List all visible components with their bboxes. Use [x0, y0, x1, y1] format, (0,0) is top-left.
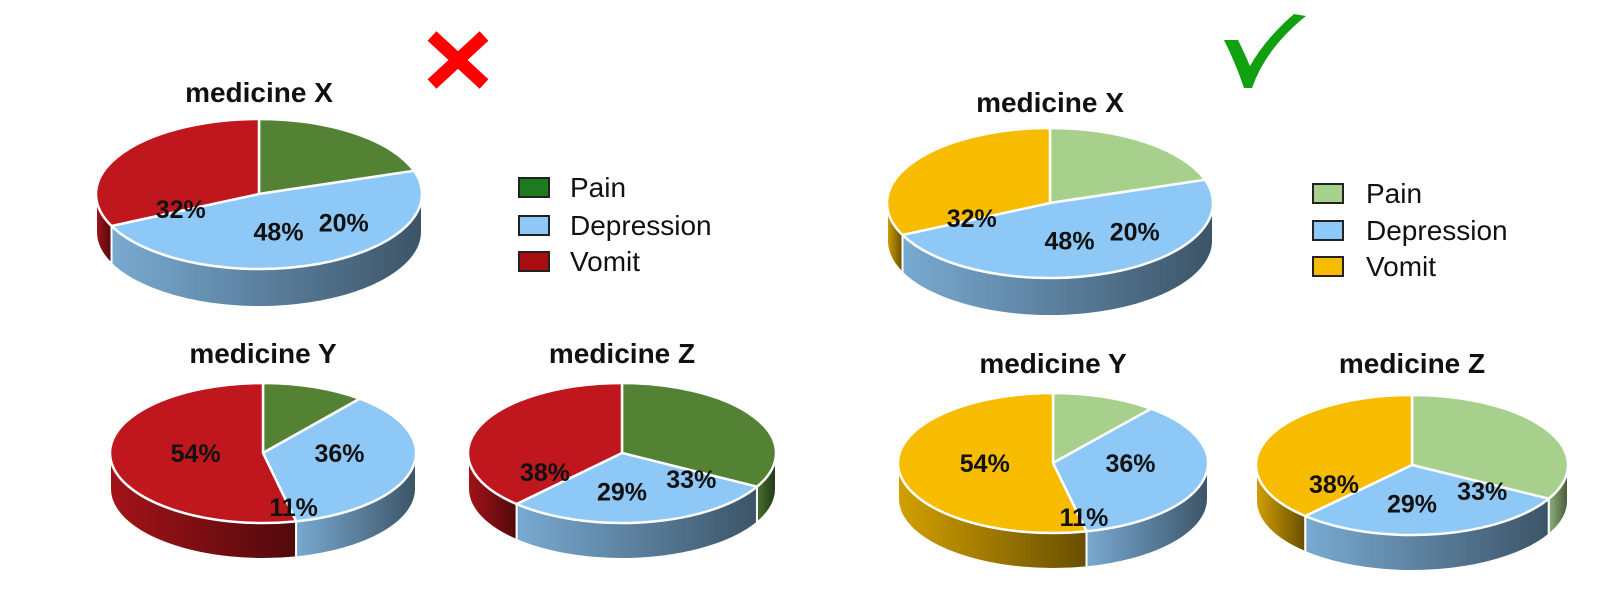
legend-label: Pain — [570, 172, 626, 203]
legend-swatch — [1312, 220, 1344, 241]
slice-label: 29% — [597, 479, 647, 507]
legend-label: Depression — [570, 210, 712, 241]
pie-slice — [896, 391, 1088, 535]
slice-label: 36% — [314, 440, 364, 468]
cross-icon — [427, 31, 489, 89]
pie-slice — [94, 117, 261, 228]
legend-label: Depression — [1366, 215, 1508, 246]
legend-swatch — [518, 177, 550, 198]
pie-slice — [1051, 391, 1153, 465]
legend-item-pain: Pain — [1312, 178, 1422, 209]
legend-swatch — [518, 215, 550, 236]
incorrect-mark — [427, 31, 489, 89]
slice-label: 32% — [156, 196, 206, 224]
legend-swatch — [1312, 183, 1344, 204]
slice-label: 54% — [171, 440, 221, 468]
legend-item-depression: Depression — [518, 210, 712, 241]
pie-slice — [620, 381, 778, 488]
pie-slice — [1254, 393, 1414, 518]
slice-label: 20% — [319, 210, 369, 238]
legend-item-depression: Depression — [1312, 215, 1508, 246]
pie-slice — [261, 397, 418, 523]
slice-label: 33% — [666, 466, 716, 494]
pie-slice — [901, 178, 1215, 280]
slice-label: 38% — [1309, 471, 1359, 499]
pie-chart: medicine X 20% 48% 32% — [885, 87, 1215, 317]
legend-good: Pain Depression Vomit — [1312, 178, 1508, 282]
pie-title: medicine Z — [549, 338, 695, 369]
pie-title: medicine Z — [1339, 348, 1485, 379]
pie-slice — [108, 381, 298, 525]
pie-slice — [1051, 407, 1210, 533]
slice-label: 29% — [1387, 491, 1437, 519]
pie-chart: medicine Z 33% 29% 38% — [466, 338, 778, 560]
legend-label: Vomit — [570, 246, 640, 277]
pie-slice — [885, 126, 1052, 237]
pie-chart: medicine Y 11% 36% 54% — [896, 348, 1210, 570]
legend-bad: Pain Depression Vomit — [518, 172, 712, 277]
slice-label: 20% — [1110, 219, 1160, 247]
legend-item-pain: Pain — [518, 172, 626, 203]
correct-mark — [1224, 14, 1306, 88]
slice-label: 48% — [1045, 228, 1095, 256]
pie-chart: medicine X 20% 48% 32% — [94, 77, 424, 308]
slice-label: 54% — [960, 450, 1010, 478]
pie-chart: medicine Z 33% 29% 38% — [1254, 348, 1570, 572]
check-icon — [1224, 14, 1306, 88]
pie-title: medicine X — [185, 77, 333, 108]
pie-slice — [1303, 463, 1550, 537]
slice-label: 32% — [947, 205, 997, 233]
slice-label: 36% — [1105, 450, 1155, 478]
legend-label: Vomit — [1366, 251, 1436, 282]
legend-swatch — [1312, 256, 1344, 277]
slice-label: 33% — [1457, 478, 1507, 506]
pie-slice — [257, 117, 416, 196]
legend-swatch — [518, 251, 550, 272]
pie-title: medicine Y — [979, 348, 1127, 379]
pie-title: medicine X — [976, 87, 1124, 118]
pie-slice — [1048, 126, 1207, 205]
pie-slice — [110, 169, 424, 271]
pie-slice — [261, 381, 361, 455]
legend-label: Pain — [1366, 178, 1422, 209]
pie-slice — [1410, 393, 1570, 500]
pie-chart: medicine Y 11% 36% 54% — [108, 338, 418, 560]
slice-label: 11% — [1060, 504, 1109, 532]
legend-item-vomit: Vomit — [518, 246, 640, 277]
slice-label: 11% — [269, 494, 318, 522]
pie-slice — [466, 381, 624, 506]
slice-label: 38% — [520, 459, 570, 487]
pie-title: medicine Y — [189, 338, 337, 369]
pie-slice — [515, 451, 759, 525]
legend-item-vomit: Vomit — [1312, 251, 1436, 282]
slice-label: 48% — [254, 219, 304, 247]
